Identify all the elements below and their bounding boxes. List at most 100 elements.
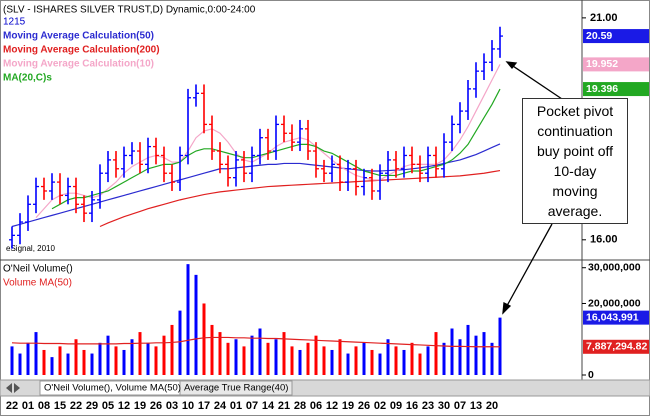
volume-bar [202,303,206,375]
volume-bar [138,332,142,375]
volume-bar [338,339,342,375]
volume-bar [266,342,270,375]
price-bar [121,146,127,178]
x-tick-label: 23 [422,400,434,412]
x-tick-label: 09 [390,400,402,412]
y-tick-label: 20,000,000 [588,297,641,309]
volume-bar [490,342,494,375]
legend-entry: Volume MA(50) [3,278,72,289]
x-tick-label: 10 [182,400,194,412]
volume-bar [322,346,326,375]
x-tick-label: 12 [118,400,130,412]
price-bar [401,146,407,178]
value-label: 7,887,294.82 [586,341,647,353]
volume-bar [442,342,446,375]
chart-title: (SLV - ISHARES SILVER TRUST,D) Dynamic,0… [3,5,256,16]
price-bar [377,164,383,200]
volume-bar [146,342,150,375]
volume-bar [474,335,478,375]
arrows [502,61,563,315]
value-box [583,57,649,72]
volume-bar [410,342,414,375]
volume-bar [346,353,350,375]
price-bar [129,142,135,165]
volume-bar [42,349,46,375]
arrow [502,223,553,314]
x-tick-label: 26 [358,400,370,412]
price-bar [361,168,367,196]
legend-entry: Moving Average Calculation(50) [3,31,154,42]
x-tick-label: 16 [406,400,418,412]
price-bar [193,84,199,107]
price-bar [289,124,295,152]
volume-bar [98,342,102,375]
price-bar [25,195,31,231]
price-bar [409,146,415,174]
volume-bar [330,349,334,375]
value-label: 19.952 [586,58,618,70]
volume-bar [362,342,366,375]
price-bar [249,146,255,183]
volume-bar [482,332,486,375]
volume-bar [66,353,70,375]
tab-arrows[interactable] [6,383,20,393]
volume-bar [378,353,382,375]
x-tick-label: 15 [54,400,66,412]
x-tick-label: 28 [294,400,306,412]
value-box [583,339,649,354]
volume-bar [218,332,222,375]
volume-bar [418,353,422,375]
value-box [583,310,649,325]
price-bar [225,155,231,187]
price-bar [417,155,423,183]
volume-bar [74,339,78,375]
price-bar [425,146,431,183]
tab-label[interactable]: O'Neil Volume(), Volume MA(50) [44,383,181,394]
x-tick-label: 29 [86,400,98,412]
price-bar [41,177,47,200]
volume-bar [106,335,110,375]
volume-bar [226,342,230,375]
moving-average [99,169,501,228]
price-bar [185,88,191,165]
tab[interactable] [179,380,293,396]
y-tick-label: 30,000,000 [588,262,641,274]
x-tick-label: 21 [278,400,290,412]
price-bar [281,115,287,143]
price-bar [257,128,263,165]
volume-bar [274,339,278,375]
volume-bar [394,346,398,375]
legend-entry: MA(20,C)s [3,73,52,84]
legend-entry: O'Neil Volume() [3,264,73,275]
y-tick-label: 16.00 [590,234,618,246]
price-bar [153,137,159,165]
annotation: Pocket pivot continuation buy point off … [522,98,628,224]
value-box [583,29,649,44]
x-tick-label: 03 [166,400,178,412]
watermark: eSignal, 2010 [6,244,55,253]
moving-average [11,143,501,228]
price-bar [297,119,303,152]
volume-bar [458,339,462,375]
x-tick-label: 08 [38,400,50,412]
volume-bar [258,328,262,375]
volume-bar [298,349,302,375]
price-bar [369,168,375,200]
price-bar [321,159,327,183]
x-tick-label: 24 [214,400,227,412]
price-bar [313,142,319,178]
volume-ma [11,336,501,348]
price-bar [217,142,223,174]
volume-bar [10,346,14,375]
volume-bar [466,324,470,375]
volume-bar [82,349,86,375]
price-bar [337,155,343,191]
x-tick-label: 19 [134,400,146,412]
value-label: 19.396 [586,83,618,95]
price-bar [273,115,279,160]
price-bar [473,62,479,98]
x-tick-label: 06 [310,400,322,412]
x-tick-label: 17 [198,400,210,412]
tab-label[interactable]: Average True Range(40) [184,383,288,394]
